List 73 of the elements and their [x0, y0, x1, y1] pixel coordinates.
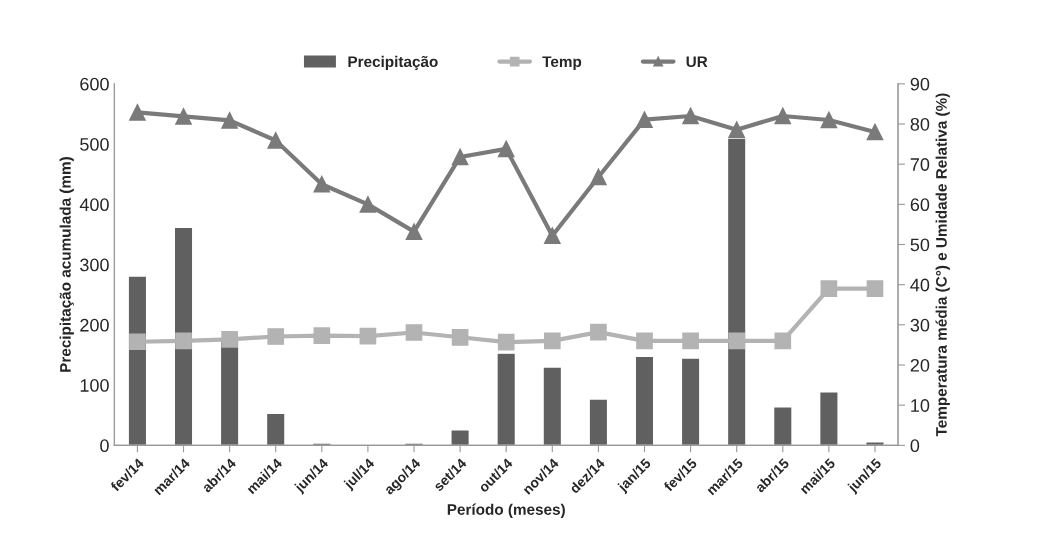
- point: [543, 227, 561, 245]
- point: [129, 104, 146, 121]
- point: [267, 328, 285, 345]
- legend-label: Precipitação: [348, 55, 438, 71]
- point: [590, 168, 607, 186]
- point: [405, 223, 423, 240]
- point: [451, 148, 469, 166]
- point: [497, 333, 515, 351]
- bar: [634, 355, 655, 446]
- legend-label: Temp: [542, 56, 582, 71]
- point: [497, 140, 515, 158]
- x-axis-title: Período (meses): [447, 503, 565, 518]
- point: [313, 327, 331, 345]
- point: [728, 332, 746, 350]
- point: [682, 107, 699, 125]
- bar: [219, 339, 240, 446]
- y-tick-label: 200: [80, 318, 109, 332]
- y2-tick-label: 30: [910, 318, 930, 332]
- y2-tick-label: 10: [911, 399, 930, 412]
- point: [313, 175, 331, 193]
- y-tick-label: 500: [80, 138, 109, 151]
- bar: [404, 442, 424, 446]
- point: [221, 330, 238, 348]
- y2-tick-label: 90: [910, 77, 930, 91]
- y-tick-label: 0: [100, 439, 109, 453]
- y2-tick-label: 70: [910, 158, 930, 171]
- bar: [865, 441, 885, 446]
- y2-tick-label: 80: [910, 117, 930, 131]
- bar: [818, 391, 839, 446]
- bar: [311, 442, 332, 446]
- point: [175, 108, 192, 125]
- bar: [542, 366, 563, 446]
- point: [129, 333, 146, 351]
- bar: [265, 412, 286, 446]
- point: [636, 332, 653, 350]
- point: [405, 324, 423, 341]
- y2-tick-label: 40: [910, 278, 930, 292]
- point: [866, 123, 884, 141]
- y2-tick-label: 0: [910, 439, 920, 453]
- point: [451, 328, 469, 346]
- bar: [173, 226, 194, 446]
- point: [590, 323, 607, 341]
- bar: [496, 352, 517, 446]
- y-axis-title: Precipitação acumulada (mm): [59, 157, 74, 372]
- point: [636, 111, 653, 128]
- point: [682, 332, 699, 350]
- point: [820, 111, 838, 129]
- bar: [450, 428, 471, 446]
- y2-axis-title: Temperatura média (C°) e Umidade Relativa (%): [935, 93, 950, 437]
- point: [267, 132, 285, 149]
- y-tick-label: 300: [80, 258, 109, 272]
- point: [866, 280, 884, 298]
- y-tick-label: 600: [80, 77, 109, 91]
- point: [359, 327, 377, 345]
- y-tick-label: 400: [79, 198, 109, 212]
- bar: [772, 406, 793, 446]
- point: [774, 332, 792, 350]
- bar: [588, 398, 609, 446]
- point: [728, 121, 746, 138]
- point: [820, 280, 838, 298]
- point: [359, 196, 377, 213]
- bar: [680, 357, 701, 446]
- point: [175, 332, 192, 350]
- point: [543, 332, 561, 350]
- legend-label: UR: [686, 56, 708, 68]
- point: [221, 112, 238, 129]
- y2-tick-label: 60: [910, 198, 930, 212]
- bar: [127, 275, 148, 446]
- bar: [726, 137, 747, 446]
- y2-tick-label: 50: [910, 238, 930, 252]
- y-tick-label: 100: [80, 379, 109, 392]
- point: [774, 107, 792, 125]
- y2-tick-label: 20: [910, 358, 930, 372]
